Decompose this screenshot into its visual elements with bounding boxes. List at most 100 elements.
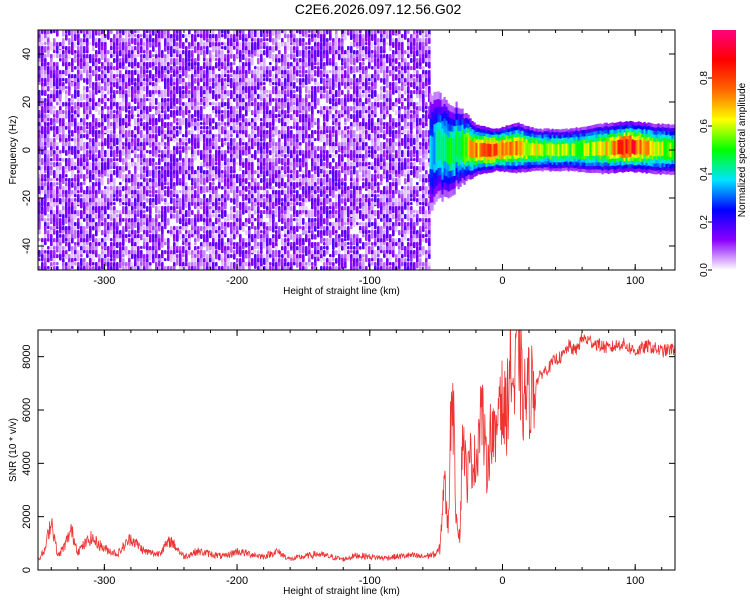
heatmap-cell [311,94,314,100]
heatmap-cell [59,94,62,102]
heatmap-cell [278,78,281,83]
heatmap-cell [293,262,296,266]
heatmap-cell [65,254,68,260]
heatmap-cell [245,210,248,214]
heatmap-cell [71,106,74,114]
heatmap-cell [320,226,323,230]
heatmap-cell [212,182,215,186]
heatmap-cell [131,82,134,86]
heatmap-cell [221,186,224,190]
heatmap-cell [50,162,53,166]
heatmap-cell [293,126,296,130]
heatmap-cell [110,202,113,206]
heatmap-cell [269,38,272,43]
heatmap-cell [275,226,278,230]
heatmap-cell [83,102,86,108]
heatmap-cell [131,130,134,135]
heatmap-cell [338,174,341,178]
heatmap-cell [227,182,230,190]
heatmap-cell [275,46,278,51]
heatmap-cell [47,94,50,99]
heatmap-cell [332,118,335,122]
heatmap-cell [209,126,212,131]
heatmap-cell [80,30,83,34]
heatmap-cell [263,50,266,56]
heatmap-cell [290,66,293,71]
heatmap-cell [317,178,320,185]
heatmap-cell [317,190,320,194]
heatmap-cell [101,122,104,127]
heatmap-cell [119,202,122,206]
heatmap-cell [134,134,137,139]
heatmap-cell [233,242,236,247]
heatmap-cell [122,146,125,150]
heatmap-cell [290,74,293,83]
heatmap-cell [125,226,128,232]
heatmap-cell [299,66,302,70]
heatmap-cell [203,250,206,258]
heatmap-cell [197,118,200,122]
heatmap-cell [65,106,68,111]
heatmap-cell [227,70,230,74]
heatmap-cell [47,106,50,112]
heatmap-cell [203,162,206,167]
heatmap-cell [290,230,293,234]
heatmap-cell [59,102,62,107]
heatmap-cell [278,118,281,123]
heatmap-cell [83,86,86,91]
heatmap-cell [122,174,125,182]
heatmap-cell [263,194,266,198]
heatmap-cell [197,66,200,72]
heatmap-cell [86,86,89,93]
heatmap-cell [191,54,194,58]
heatmap-cell [41,158,44,166]
heatmap-cell [137,30,140,34]
heatmap-cell [287,106,290,111]
heatmap-cell [257,234,260,240]
heatmap-cell [98,102,101,107]
heatmap-cell [314,138,317,142]
heatmap-cell [209,94,212,101]
heatmap-cell [38,146,41,151]
heatmap-cell [203,130,206,134]
heatmap-cell [263,82,266,86]
heatmap-cell [167,154,170,159]
heatmap-cell [68,138,71,142]
heatmap-cell [137,238,140,245]
heatmap-cell [50,118,53,126]
heatmap-cell [38,142,41,147]
heatmap-cell [56,170,59,175]
heatmap-cell [260,70,263,75]
heatmap-cell [95,102,98,107]
heatmap-cell [332,206,335,215]
heatmap-cell [125,238,128,243]
heatmap-cell [266,70,269,76]
heatmap-cell [260,138,263,142]
heatmap-cell [188,242,191,247]
heatmap-cell [185,126,188,131]
heatmap-cell [251,182,254,187]
heatmap-cell [320,194,323,198]
heatmap-cell [212,210,215,214]
heatmap-cell [344,118,347,123]
heatmap-cell [155,122,158,126]
heatmap-cell [143,258,146,263]
heatmap-cell [50,242,53,247]
heatmap-cell [185,74,188,78]
heatmap-cell [161,214,164,220]
heatmap-cell [101,258,104,264]
heatmap-cell [314,234,317,240]
heatmap-cell [200,202,203,206]
heatmap-cell [101,54,104,61]
heatmap-cell [284,34,287,39]
heatmap-cell [68,130,71,134]
heatmap-cell [269,254,272,258]
heatmap-cell [41,78,44,83]
heatmap-cell [254,30,257,35]
heatmap-cell [86,226,89,230]
heatmap-cell [173,198,176,207]
heatmap-cell [116,214,119,218]
heatmap-cell [341,194,344,198]
heatmap-cell [287,174,290,179]
heatmap-cell [128,54,131,58]
